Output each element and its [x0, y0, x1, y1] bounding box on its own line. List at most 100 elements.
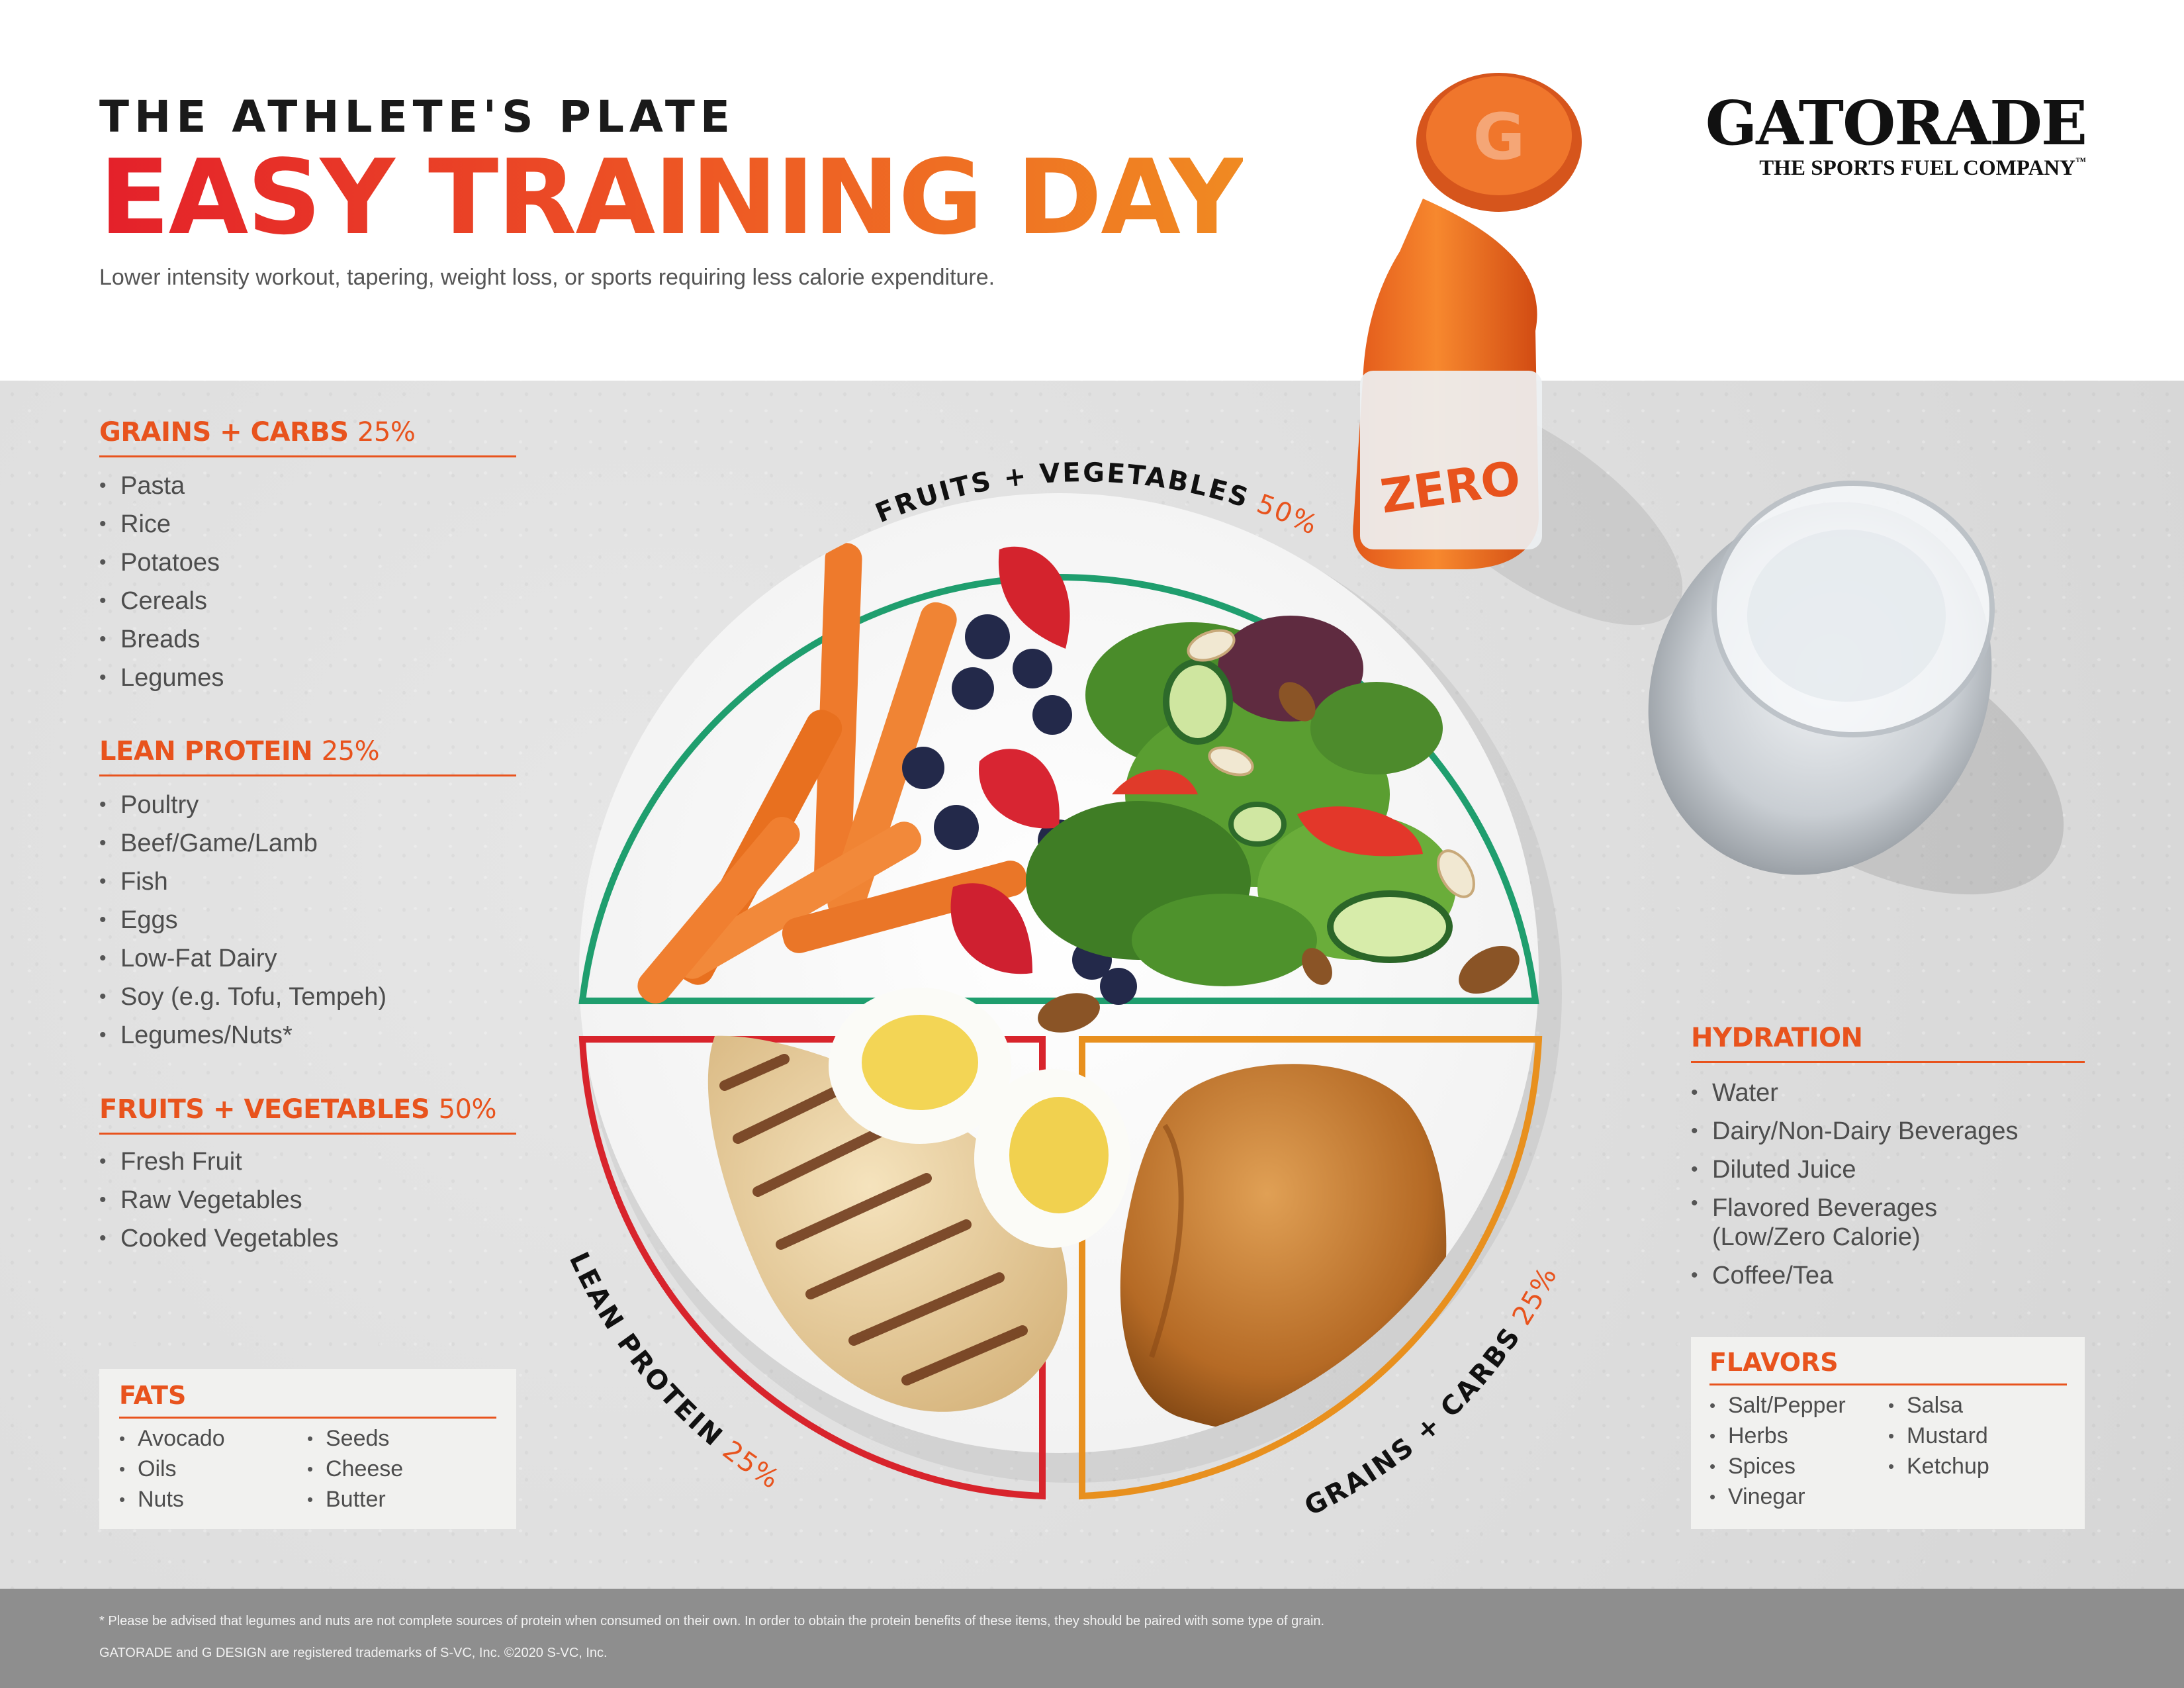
- list-item: Fresh Fruit: [99, 1143, 339, 1181]
- list-item: Soy (e.g. Tofu, Tempeh): [99, 978, 387, 1016]
- list-item: Cheese: [307, 1454, 403, 1484]
- grains-divider: [99, 455, 516, 457]
- list-item: Legumes/Nuts*: [99, 1016, 387, 1055]
- fruits-divider: [99, 1133, 516, 1135]
- carrot-sticks: [637, 543, 1028, 1004]
- grains-food: [1120, 1064, 1447, 1435]
- g-logo-icon: G: [1473, 100, 1525, 174]
- list-item: Poultry: [99, 786, 387, 824]
- list-item: Dairy/Non-Dairy Beverages: [1691, 1112, 2019, 1150]
- list-item: Mustard: [1888, 1421, 1989, 1451]
- list-item: Nuts: [119, 1484, 225, 1515]
- fats-box: FATS Avocado Oils Nuts Seeds Cheese Butt…: [99, 1369, 516, 1529]
- fats-list-col2: Seeds Cheese Butter: [307, 1423, 403, 1515]
- list-item: Fish: [99, 863, 387, 901]
- brand-name: GATORADE: [1705, 87, 2087, 159]
- plate-grains-pct: 25%: [1506, 1262, 1563, 1331]
- flavors-list-col1: Salt/Pepper Herbs Spices Vinegar: [1709, 1390, 1846, 1512]
- list-item: Butter: [307, 1484, 403, 1515]
- list-item: Legumes: [99, 659, 224, 697]
- protein-title: LEAN PROTEIN: [99, 736, 313, 767]
- list-item: Seeds: [307, 1423, 403, 1454]
- list-item: Potatoes: [99, 543, 224, 582]
- header: THE ATHLETE'S PLATE EASY TRAINING DAY Lo…: [0, 0, 2184, 381]
- gatorade-logo: GATORADE THE SPORTS FUEL COMPANY™: [1705, 87, 2087, 181]
- fruits-heading: FRUITS + VEGETABLES 50%: [99, 1094, 496, 1125]
- lean-protein-food: [707, 988, 1130, 1412]
- grains-pct: 25%: [357, 417, 416, 447]
- hydration-divider: [1691, 1061, 2085, 1063]
- fats-divider: [119, 1417, 496, 1419]
- hydration-title: HYDRATION: [1691, 1023, 1863, 1053]
- flavored-line-1: Flavored Beverages: [1712, 1194, 1938, 1222]
- protein-list: Poultry Beef/Game/Lamb Fish Eggs Low-Fat…: [99, 786, 387, 1055]
- hydration-heading: HYDRATION: [1691, 1023, 1863, 1053]
- fruits-pct: 50%: [438, 1094, 497, 1125]
- hard-boiled-eggs: [829, 988, 1130, 1248]
- list-item: Eggs: [99, 901, 387, 939]
- kicker-title: THE ATHLETE'S PLATE: [99, 91, 735, 142]
- trademark-notice: GATORADE and G DESIGN are registered tra…: [99, 1646, 608, 1660]
- hydration-list: Water Dairy/Non-Dairy Beverages Diluted …: [1691, 1074, 2019, 1295]
- list-item: Flavored Beverages(Low/Zero Calorie): [1691, 1189, 2019, 1256]
- list-item: Beef/Game/Lamb: [99, 824, 387, 863]
- flavors-title: FLAVORS: [1709, 1348, 1839, 1377]
- list-item: Low-Fat Dairy: [99, 939, 387, 978]
- footer: * Please be advised that legumes and nut…: [0, 1589, 2184, 1688]
- page-title: EASY TRAINING DAY: [99, 137, 1244, 258]
- flavors-list-col2: Salsa Mustard Ketchup: [1888, 1390, 1989, 1481]
- list-item: Salsa: [1888, 1390, 1989, 1421]
- flavored-line-2: (Low/Zero Calorie): [1712, 1223, 1921, 1251]
- grill-marks: [719, 1054, 1028, 1385]
- fruits-section-outline: [578, 574, 1539, 1004]
- list-item: Salt/Pepper: [1709, 1390, 1846, 1421]
- subtitle: Lower intensity workout, tapering, weigh…: [99, 265, 995, 290]
- list-item: Raw Vegetables: [99, 1181, 339, 1219]
- almonds: [1038, 682, 1520, 1033]
- bottle-label: [1360, 371, 1542, 549]
- plate-protein-pct: 25%: [717, 1435, 785, 1495]
- cucumber-slices: [1163, 659, 1453, 963]
- list-item: Cereals: [99, 582, 224, 620]
- list-item: Water: [1691, 1074, 2019, 1112]
- list-item: Vinegar: [1709, 1481, 1846, 1512]
- sliced-almonds: [1187, 629, 1475, 898]
- list-item: Diluted Juice: [1691, 1150, 2019, 1189]
- list-item: Pasta: [99, 467, 224, 505]
- bread-roll: [1120, 1064, 1447, 1435]
- protein-heading: LEAN PROTEIN 25%: [99, 736, 380, 767]
- grains-list: Pasta Rice Potatoes Cereals Breads Legum…: [99, 467, 224, 697]
- brand-tagline-text: THE SPORTS FUEL COMPANY: [1759, 156, 2075, 180]
- blueberries: [902, 614, 1137, 1005]
- plate-fruits-pct: 50%: [1253, 489, 1323, 541]
- list-item: Avocado: [119, 1423, 225, 1454]
- flavors-divider: [1709, 1383, 2067, 1385]
- grains-heading: GRAINS + CARBS 25%: [99, 417, 416, 447]
- footnote: * Please be advised that legumes and nut…: [99, 1614, 1325, 1628]
- list-item: Ketchup: [1888, 1451, 1989, 1481]
- list-item: Oils: [119, 1454, 225, 1484]
- list-item: Breads: [99, 620, 224, 659]
- grains-section-outline: [1079, 1036, 1543, 1500]
- tomato-wedges: [1112, 769, 1423, 857]
- list-item: Coffee/Tea: [1691, 1256, 2019, 1295]
- list-item: Herbs: [1709, 1421, 1846, 1451]
- fats-title: FATS: [119, 1381, 187, 1410]
- brand-tagline: THE SPORTS FUEL COMPANY™: [1706, 156, 2086, 181]
- fruits-vegetables-food: [637, 543, 1520, 1033]
- list-item: Cooked Vegetables: [99, 1219, 339, 1258]
- flavors-box: FLAVORS Salt/Pepper Herbs Spices Vinegar…: [1691, 1337, 2085, 1529]
- trademark-mark: ™: [2075, 156, 2086, 167]
- protein-pct: 25%: [321, 736, 380, 767]
- grilled-chicken: [707, 1035, 1068, 1412]
- list-item: Rice: [99, 505, 224, 543]
- fruits-title: FRUITS + VEGETABLES: [99, 1094, 430, 1125]
- strawberries: [950, 546, 1070, 974]
- fats-list-col1: Avocado Oils Nuts: [119, 1423, 225, 1515]
- protein-section-outline: [578, 1036, 1046, 1500]
- water-glass: [1648, 481, 2064, 895]
- gatorade-bottle: ZERO G: [1353, 73, 1683, 626]
- grains-title: GRAINS + CARBS: [99, 417, 349, 447]
- list-item: Spices: [1709, 1451, 1846, 1481]
